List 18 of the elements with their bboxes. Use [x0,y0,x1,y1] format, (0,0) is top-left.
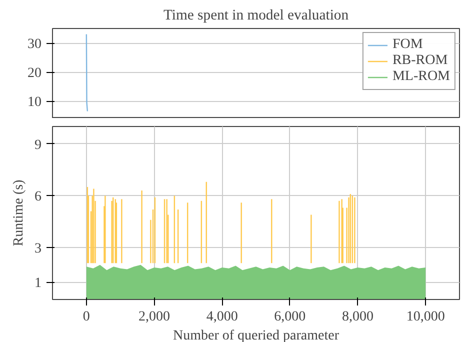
y-axis-title: Runtime (s) [12,179,26,246]
y-tick-label: 10 [28,95,42,110]
legend-label: ML-ROM [392,69,450,85]
y-tick-label: 9 [34,138,42,153]
legend-label: RB-ROM [392,53,448,69]
x-tick-label: 4,000 [206,310,238,324]
y-tick-label: 3 [34,242,42,257]
legend-label: FOM [392,37,423,53]
x-tick-label: 10,000 [406,310,445,324]
y-tick-label: 20 [28,66,42,82]
y-tick-label: 6 [34,190,42,205]
y-tick-label: 1 [34,276,42,292]
y-tick-label: 30 [28,37,42,52]
chart-title: Time spent in model evaluation [163,8,350,24]
x-tick-label: 0 [82,310,90,324]
x-tick-label: 2,000 [138,310,170,324]
x-tick-label: 6,000 [274,310,306,324]
x-tick-label: 8,000 [342,310,374,324]
